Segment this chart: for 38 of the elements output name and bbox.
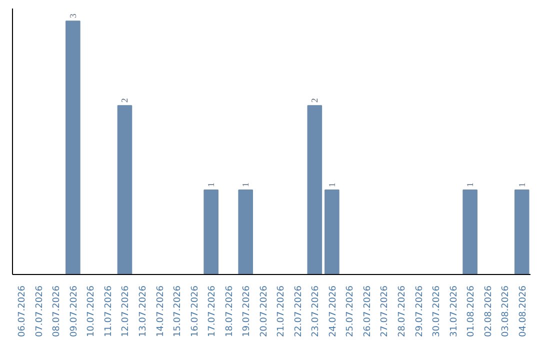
x-tick-label: 28.07.2026 <box>398 285 408 338</box>
x-tick-label: 09.07.2026 <box>69 285 80 338</box>
data-label: 2 <box>310 98 320 103</box>
data-label: 1 <box>465 182 476 188</box>
x-tick-label: 08.07.2026 <box>52 285 62 338</box>
x-tick-label: 14.07.2026 <box>156 285 166 338</box>
x-tick-label: 07.07.2026 <box>34 285 45 338</box>
x-tick-label: 22.07.2026 <box>294 285 304 338</box>
x-tick-label: 11.07.2026 <box>104 285 114 338</box>
data-label: 1 <box>240 182 251 188</box>
x-tick-label: 30.07.2026 <box>432 285 442 338</box>
x-tick-label: 10.07.2026 <box>86 285 97 338</box>
x-tick-label: 26.07.2026 <box>362 285 373 338</box>
x-tick-label: 19.07.2026 <box>242 285 252 338</box>
x-tick-label: 01.08.2026 <box>466 285 477 338</box>
data-label: 1 <box>206 182 216 188</box>
x-tick-label: 02.08.2026 <box>484 285 494 338</box>
x-tick-label: 25.07.2026 <box>346 285 356 338</box>
data-label: 2 <box>120 98 130 103</box>
x-tick-label: 04.08.2026 <box>518 285 528 338</box>
x-tick-label: 21.07.2026 <box>276 285 287 338</box>
x-tick-label: 29.07.2026 <box>414 285 425 338</box>
data-label: 1 <box>516 182 527 188</box>
data-label: 1 <box>326 182 337 188</box>
data-label: 3 <box>68 13 78 18</box>
x-tick-label: 17.07.2026 <box>208 285 218 338</box>
x-tick-label: 12.07.2026 <box>121 285 132 338</box>
x-tick-label: 31.07.2026 <box>449 285 460 338</box>
x-tick-label: 16.07.2026 <box>190 285 200 338</box>
x-tick-label: 27.07.2026 <box>380 285 390 338</box>
x-tick-label: 23.07.2026 <box>311 285 322 338</box>
x-tick-label: 13.07.2026 <box>138 285 148 338</box>
x-tick-label: 20.07.2026 <box>259 285 270 338</box>
x-tick-label: 18.07.2026 <box>224 285 235 338</box>
x-tick-label: 06.07.2026 <box>18 285 28 338</box>
x-tick-label: 03.08.2026 <box>501 285 512 338</box>
x-tick-label: 24.07.2026 <box>328 285 338 338</box>
x-tick-label: 15.07.2026 <box>173 285 184 338</box>
